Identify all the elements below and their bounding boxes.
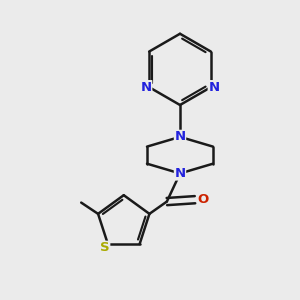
Text: N: N	[208, 81, 219, 94]
Text: S: S	[100, 241, 110, 254]
Text: N: N	[174, 167, 186, 180]
Text: N: N	[141, 81, 152, 94]
Text: O: O	[198, 193, 209, 206]
Text: N: N	[174, 130, 186, 143]
